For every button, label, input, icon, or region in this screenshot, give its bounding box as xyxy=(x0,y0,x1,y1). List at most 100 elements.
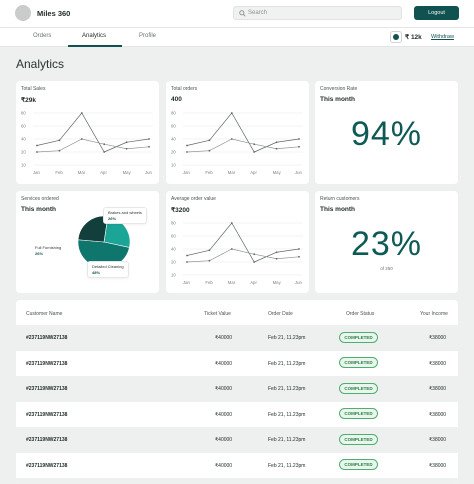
logout-button[interactable]: Logout xyxy=(414,6,459,20)
y-tick-label: 40 xyxy=(171,247,176,252)
return-customers-value: 23% xyxy=(350,225,423,263)
withdraw-link[interactable]: Withdraw xyxy=(431,33,454,40)
column-header-ticket: Ticket Value xyxy=(204,311,231,317)
return-customers-label: Return customers xyxy=(320,196,360,202)
data-point xyxy=(186,151,188,153)
data-point xyxy=(275,141,278,144)
data-point xyxy=(36,151,38,153)
total-orders-label: Total orders xyxy=(171,86,198,92)
series-line xyxy=(186,112,300,153)
x-tick-label: Jun xyxy=(295,280,303,285)
column-header-date: Order Date xyxy=(268,311,293,317)
x-tick-label: Jan xyxy=(183,170,191,175)
y-tick-label: 10 xyxy=(171,273,176,278)
total-sales-card: Total Sales ₹29k 80 60 40 20 10 Jan Feb Mar Apr M… xyxy=(16,81,159,184)
y-tick-label: 20 xyxy=(171,150,176,155)
data-point xyxy=(208,259,211,262)
data-point xyxy=(58,139,61,142)
income-value: ₹38000 xyxy=(429,335,447,341)
conversion-rate-label: Conversion Rate xyxy=(320,86,358,92)
y-tick-label: 10 xyxy=(171,163,176,168)
x-tick-label: Apr xyxy=(250,170,257,175)
x-tick-label: Mar xyxy=(78,170,86,175)
total-orders-chart: 80 60 40 20 10 Jan Feb Mar Apr May Jun xyxy=(171,111,303,175)
page-title: Analytics xyxy=(16,57,65,71)
tab-profile[interactable]: Profile xyxy=(139,33,157,39)
active-tab-indicator xyxy=(68,45,122,47)
customer-id: #237119NW27138 xyxy=(26,386,68,392)
search-icon xyxy=(239,10,246,17)
data-point xyxy=(253,261,256,263)
data-point xyxy=(298,255,300,258)
wallet-balance: ₹ 12k xyxy=(405,34,422,41)
ticket-value: ₹40000 xyxy=(215,437,233,443)
total-orders-card: Total orders 400 80 60 40 20 10 Jan Feb Mar Apr M… xyxy=(166,81,309,184)
customer-id: #237119NW27138 xyxy=(26,437,68,443)
series-line xyxy=(36,112,150,153)
x-tick-label: Jun xyxy=(295,170,303,175)
total-sales-value: ₹29k xyxy=(21,97,36,104)
status-badge: COMPLETED xyxy=(339,357,378,368)
order-date: Feb 21, 11.23pm xyxy=(268,386,306,392)
y-tick-label: 40 xyxy=(21,137,26,142)
data-point xyxy=(275,251,278,254)
income-value: ₹38000 xyxy=(429,437,447,443)
data-point xyxy=(230,222,233,224)
x-tick-label: Apr xyxy=(250,280,257,285)
total-orders-value: 400 xyxy=(171,96,182,103)
total-sales-chart: 80 60 40 20 10 Jan Feb Mar Apr May Jun xyxy=(21,111,153,175)
tab-analytics[interactable]: Analytics xyxy=(82,33,107,39)
status-badge: COMPLETED xyxy=(339,408,378,419)
ticket-value: ₹40000 xyxy=(215,360,233,367)
y-tick-label: 60 xyxy=(171,124,176,129)
data-point xyxy=(125,147,128,150)
data-point xyxy=(125,141,128,144)
tab-orders[interactable]: Orders xyxy=(33,33,52,39)
x-tick-label: Mar xyxy=(228,280,236,285)
data-point xyxy=(186,261,188,263)
data-point xyxy=(148,145,150,148)
conversion-rate-value: 94% xyxy=(350,115,423,153)
data-point xyxy=(208,249,211,252)
y-tick-label: 60 xyxy=(21,124,26,129)
x-tick-label: Mar xyxy=(228,170,236,175)
income-value: ₹38000 xyxy=(429,462,447,469)
data-point xyxy=(148,138,150,140)
customer-id: #237119NW27138 xyxy=(26,462,68,469)
series-line xyxy=(36,138,150,153)
y-tick-label: 40 xyxy=(171,137,176,142)
average-order-chart: 80 60 40 20 10 Jan Feb Mar Apr May Jun xyxy=(171,221,303,285)
customer-id: #237119NW27138 xyxy=(26,335,68,341)
pie-label-furnishing: Full Furnishing 26% xyxy=(35,245,62,256)
data-point xyxy=(58,149,61,152)
x-tick-label: Feb xyxy=(205,170,213,175)
income-value: ₹38000 xyxy=(429,360,447,367)
data-point xyxy=(208,149,211,152)
x-tick-label: May xyxy=(273,280,282,285)
y-tick-label: 10 xyxy=(21,163,26,168)
data-point xyxy=(253,151,256,153)
ticket-value: ₹40000 xyxy=(215,335,233,341)
customer-id: #237119NW27138 xyxy=(26,411,68,418)
data-point xyxy=(208,139,211,142)
data-point xyxy=(80,112,83,114)
status-badge: COMPLETED xyxy=(339,331,378,343)
y-tick-label: 60 xyxy=(171,234,176,239)
order-date: Feb 21, 11.23pm xyxy=(268,411,306,418)
status-badge: COMPLETED xyxy=(339,459,378,470)
search-input[interactable]: Search xyxy=(233,6,402,20)
x-tick-label: Feb xyxy=(55,170,63,175)
data-point xyxy=(103,151,106,153)
ticket-value: ₹40000 xyxy=(215,386,233,392)
avatar[interactable] xyxy=(15,5,31,21)
data-point xyxy=(230,112,233,114)
return-customers-note: of 250 xyxy=(380,266,393,271)
x-tick-label: Feb xyxy=(205,280,213,285)
